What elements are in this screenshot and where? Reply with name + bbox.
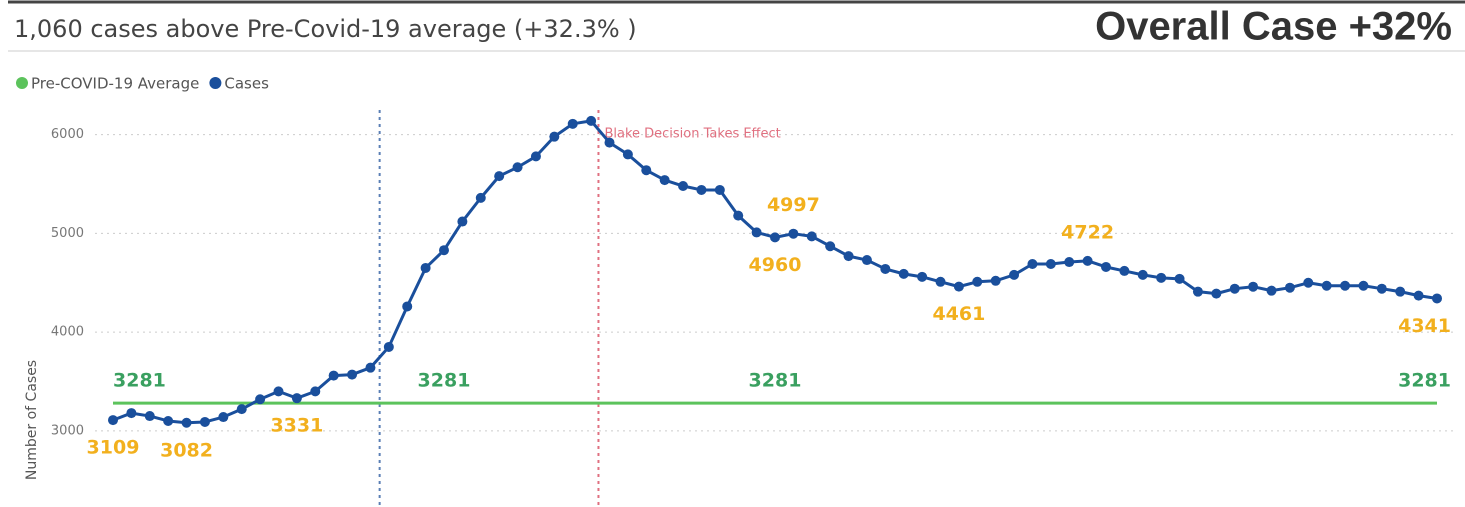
point xyxy=(1045,259,1056,270)
y-tick-label: 3000 xyxy=(51,423,84,438)
point xyxy=(1340,280,1351,291)
reference-label: Blake Decision Takes Effect xyxy=(604,127,780,142)
point xyxy=(512,162,523,173)
legend-label: Cases xyxy=(224,75,269,93)
point xyxy=(1174,273,1185,284)
point xyxy=(383,341,394,352)
legend-label: Pre-COVID-19 Average xyxy=(31,75,199,93)
point xyxy=(843,251,854,262)
point xyxy=(236,404,247,415)
point xyxy=(806,231,817,242)
y-tick-label: 5000 xyxy=(51,226,84,241)
point xyxy=(696,184,707,195)
y-axis-label: Number of Cases xyxy=(24,360,40,480)
point xyxy=(1376,283,1387,294)
point xyxy=(714,184,725,195)
point xyxy=(1358,280,1369,291)
point xyxy=(439,245,449,256)
point xyxy=(1413,290,1424,301)
point xyxy=(659,175,670,186)
point xyxy=(972,276,983,287)
point xyxy=(199,416,210,427)
point xyxy=(1395,286,1406,297)
data-label: 3281 xyxy=(113,370,166,392)
point xyxy=(273,386,284,397)
point xyxy=(622,149,633,160)
point xyxy=(898,268,909,279)
point xyxy=(549,131,560,142)
point xyxy=(457,216,468,227)
point xyxy=(1284,282,1295,293)
point xyxy=(880,263,891,274)
legend-marker xyxy=(16,77,28,89)
data-label: 4341 xyxy=(1398,315,1451,337)
point xyxy=(1432,293,1442,304)
point xyxy=(861,255,872,266)
point xyxy=(1303,277,1314,288)
point xyxy=(126,408,137,419)
legend-marker xyxy=(209,77,222,89)
point xyxy=(751,227,762,238)
point xyxy=(567,118,578,129)
data-label: 4722 xyxy=(1061,221,1114,243)
point xyxy=(1211,288,1222,299)
point xyxy=(144,411,155,422)
point xyxy=(163,415,174,426)
point xyxy=(310,386,321,397)
point xyxy=(402,301,413,312)
point xyxy=(953,281,964,292)
point xyxy=(586,115,597,126)
y-tick-label: 6000 xyxy=(51,127,84,142)
point xyxy=(108,415,118,426)
point xyxy=(1082,255,1093,266)
point xyxy=(365,362,376,373)
point xyxy=(825,241,836,252)
y-tick-label: 4000 xyxy=(51,325,84,340)
point xyxy=(291,393,302,404)
data-label: 3082 xyxy=(160,439,213,461)
point xyxy=(1064,257,1075,268)
data-label: 3331 xyxy=(270,415,323,437)
point xyxy=(420,262,431,273)
data-label: 3281 xyxy=(418,370,471,392)
point xyxy=(990,275,1001,286)
point xyxy=(328,370,339,381)
point xyxy=(1009,269,1020,280)
point xyxy=(494,171,505,182)
point xyxy=(604,137,615,148)
point xyxy=(917,271,928,282)
point xyxy=(1192,286,1203,297)
point xyxy=(255,394,266,405)
point xyxy=(1101,261,1111,272)
point xyxy=(181,417,192,428)
data-label: 3109 xyxy=(87,437,140,459)
point xyxy=(770,232,780,243)
point xyxy=(475,192,486,203)
point xyxy=(1248,281,1259,292)
point xyxy=(218,412,229,423)
point xyxy=(1266,285,1277,296)
point xyxy=(641,165,652,176)
point xyxy=(935,276,946,287)
point xyxy=(1321,280,1332,291)
headline: Overall Case +32% xyxy=(1095,5,1452,49)
point xyxy=(678,181,689,192)
point xyxy=(1156,272,1167,283)
point xyxy=(347,369,358,380)
point xyxy=(1137,269,1148,280)
point xyxy=(788,228,799,239)
data-label: 3281 xyxy=(1398,370,1451,392)
data-label: 4960 xyxy=(749,254,802,276)
point xyxy=(1027,259,1038,270)
data-label: 4461 xyxy=(932,303,985,325)
data-label: 3281 xyxy=(749,370,802,392)
point xyxy=(530,151,541,162)
point xyxy=(733,210,744,221)
point xyxy=(1229,283,1240,294)
chart-title: 1,060 cases above Pre-Covid-19 average (… xyxy=(14,15,637,43)
data-label: 4997 xyxy=(767,194,820,216)
point xyxy=(1119,265,1130,276)
